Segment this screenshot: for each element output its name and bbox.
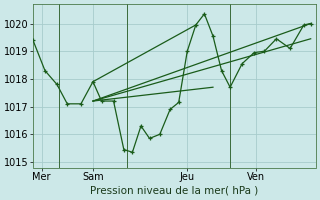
- X-axis label: Pression niveau de la mer( hPa ): Pression niveau de la mer( hPa ): [90, 186, 259, 196]
